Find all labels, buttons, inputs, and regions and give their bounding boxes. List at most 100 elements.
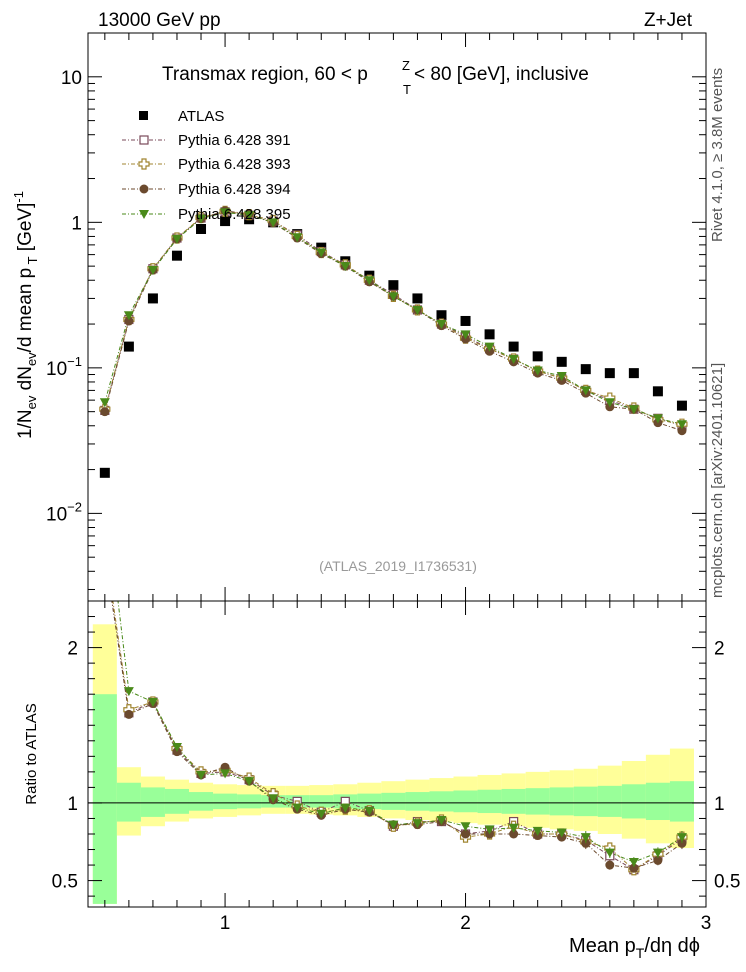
- mc-data-point: [364, 276, 375, 286]
- ratio-data-point: [124, 709, 134, 719]
- ratio-y-ticks: 0.5 0.5 1 1 2 2: [52, 616, 740, 897]
- ratio-data-point: [364, 806, 375, 816]
- ratio-data-point: [412, 819, 423, 829]
- ratio-data-point: [461, 829, 471, 839]
- ratio-data-point: [388, 820, 399, 830]
- ratio-data-point: [629, 863, 639, 873]
- atlas-data-point: [676, 400, 687, 411]
- ratio-data-point: [147, 697, 158, 707]
- ratio-data-point: [244, 777, 255, 787]
- main-ylabel-part3: /d mean p: [15, 268, 36, 353]
- x-tick-label: 1: [220, 913, 231, 934]
- mc-data-point: [244, 211, 255, 221]
- mc-data-point: [292, 233, 303, 243]
- main-ylabel-sub-t: T: [25, 256, 40, 267]
- ratio-band-inner: [573, 786, 598, 817]
- mc-data-point: [412, 305, 423, 315]
- atlas-data-point: [220, 216, 231, 227]
- ratio-band-inner: [645, 782, 670, 821]
- mc-data-point: [484, 342, 495, 352]
- legend-395-label: Pythia 6.428 395: [178, 206, 291, 223]
- ratio-band-inner: [621, 784, 646, 819]
- ratio-band-inner: [549, 787, 574, 816]
- mc-data-point: [676, 420, 687, 430]
- ratio-band-inner: [188, 792, 214, 811]
- mc-data-point: [100, 407, 110, 417]
- atlas-data-point: [388, 280, 399, 291]
- ratio-data-point: [436, 816, 447, 826]
- title-part2: < 80 [GeV], inclusive: [414, 64, 589, 85]
- ratio-data-point: [556, 828, 567, 838]
- mc-data-point: [580, 386, 591, 396]
- atlas-data-point: [460, 315, 471, 326]
- main-ylabel-sub-ev2: ev: [24, 352, 39, 366]
- legend-391: Pythia 6.428 391: [122, 132, 291, 149]
- ratio-band-inner: [405, 792, 430, 811]
- process-label: Z+Jet: [644, 10, 693, 31]
- mc-data-point: [196, 214, 207, 224]
- ratio-plot: 0.5 0.5 1 1 2 2: [52, 600, 740, 908]
- ratio-band-inner: [309, 795, 334, 808]
- main-y-ticks: 10−2 10−1 1 10: [46, 32, 706, 590]
- mc-data-point: [340, 262, 351, 272]
- mc-data-point: [268, 218, 279, 228]
- ratio-data-point: [581, 838, 591, 848]
- legend-391-label: Pythia 6.428 391: [178, 132, 291, 149]
- mc-data-point: [171, 234, 182, 244]
- ratio-data-point: [123, 687, 134, 697]
- ratio-y-tick-label: 1: [67, 794, 78, 815]
- ratio-plot-frame-bg: [88, 601, 706, 907]
- legend-394-label: Pythia 6.428 394: [178, 181, 291, 198]
- mc-data-point: [316, 248, 327, 258]
- atlas-data-point: [436, 310, 447, 321]
- ratio-band-inner: [164, 788, 189, 814]
- main-y-tick-label: 10−2: [46, 499, 82, 525]
- x-axis-label: Mean pT/dη dϕ: [569, 935, 700, 961]
- legend-395-marker: [139, 210, 149, 219]
- ratio-data-point: [605, 860, 615, 870]
- mc-data-point: [388, 292, 399, 302]
- ratio-ylabel: Ratio to ATLAS: [23, 703, 40, 804]
- ratio-y-tick-label-right: 2: [714, 639, 725, 660]
- atlas-data-point: [412, 293, 423, 304]
- main-y-tick-label: 1: [71, 213, 82, 234]
- main-series: [99, 205, 688, 478]
- ratio-data-point: [220, 769, 231, 779]
- ratio-band-inner: [525, 788, 550, 815]
- ratio-band-inner: [116, 782, 141, 822]
- ratio-data-point: [508, 823, 519, 833]
- ratio-y-tick-label: 2: [67, 639, 78, 660]
- mc-data-point: [532, 366, 543, 376]
- main-plot-title: Transmax region, 60 < p: [162, 64, 368, 85]
- atlas-data-point: [532, 351, 543, 362]
- x-axis-label-part1: Mean p: [569, 935, 636, 957]
- ratio-data-point: [652, 848, 663, 858]
- atlas-data-point: [580, 364, 591, 375]
- mc-data-point: [123, 311, 134, 321]
- ratio-band-inner: [213, 793, 238, 810]
- ratio-data-point: [509, 829, 519, 839]
- ratio-data-point: [580, 833, 591, 843]
- side-rivet-label: Rivet 4.1.0, ≥ 3.8M events: [709, 68, 726, 242]
- main-ylabel-part1: 1/N: [15, 409, 36, 439]
- atlas-data-point: [99, 467, 110, 478]
- ratio-band-inner: [357, 793, 382, 810]
- atlas-data-point: [556, 356, 567, 367]
- ratio-data-point: [268, 794, 279, 804]
- atlas-data-point: [604, 368, 615, 379]
- atlas-data-point: [147, 293, 158, 304]
- mc-data-point: [652, 414, 663, 424]
- ratio-data-point: [196, 770, 207, 780]
- legend-394-marker: [139, 184, 149, 194]
- main-y-tick-label: 10−1: [46, 354, 82, 380]
- ratio-y-tick-label-right: 0.5: [714, 872, 740, 893]
- ratio-data-point: [676, 833, 687, 843]
- mc-data-point: [556, 371, 567, 381]
- legend-393: Pythia 6.428 393: [122, 156, 291, 173]
- atlas-data-point: [171, 250, 182, 261]
- title-subscript: T: [403, 82, 411, 97]
- mc-data-point: [436, 320, 447, 330]
- atlas-data-point: [652, 386, 663, 397]
- legend-394: Pythia 6.428 394: [122, 181, 291, 198]
